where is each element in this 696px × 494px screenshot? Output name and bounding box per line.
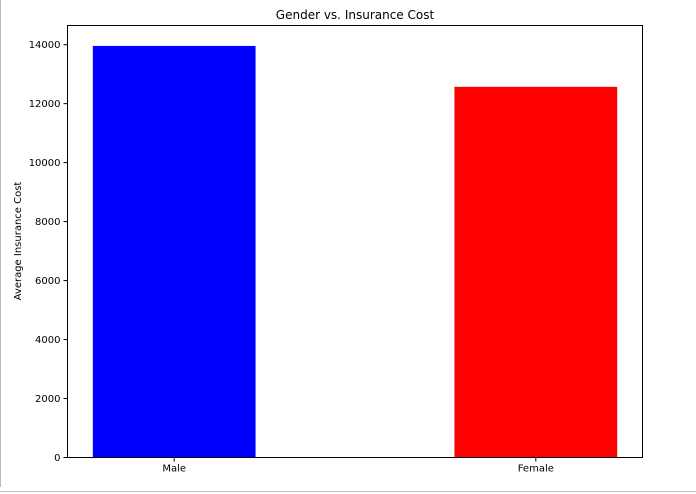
y-axis-ticks: 0 2000 4000 6000 8000 10000 12000 14000	[29, 40, 68, 464]
x-tick-label: Male	[162, 464, 186, 475]
y-tick-label: 0	[54, 453, 60, 464]
y-tick-label: 10000	[29, 158, 61, 169]
bar-female	[454, 86, 618, 458]
y-tick-label: 4000	[35, 335, 60, 346]
x-axis-ticks: Male Female	[162, 457, 554, 475]
y-tick-label: 8000	[35, 217, 60, 228]
bars-group	[92, 45, 618, 458]
x-tick-label: Female	[518, 464, 554, 475]
y-tick-label: 2000	[35, 394, 60, 405]
plot-area-frame	[67, 25, 643, 458]
y-tick-label: 6000	[35, 276, 60, 287]
y-axis-label: Average Insurance Cost	[13, 182, 24, 301]
bar-male	[92, 45, 256, 458]
chart-title: Gender vs. Insurance Cost	[276, 8, 435, 22]
y-tick-label: 14000	[29, 40, 61, 51]
y-tick-label: 12000	[29, 99, 61, 110]
